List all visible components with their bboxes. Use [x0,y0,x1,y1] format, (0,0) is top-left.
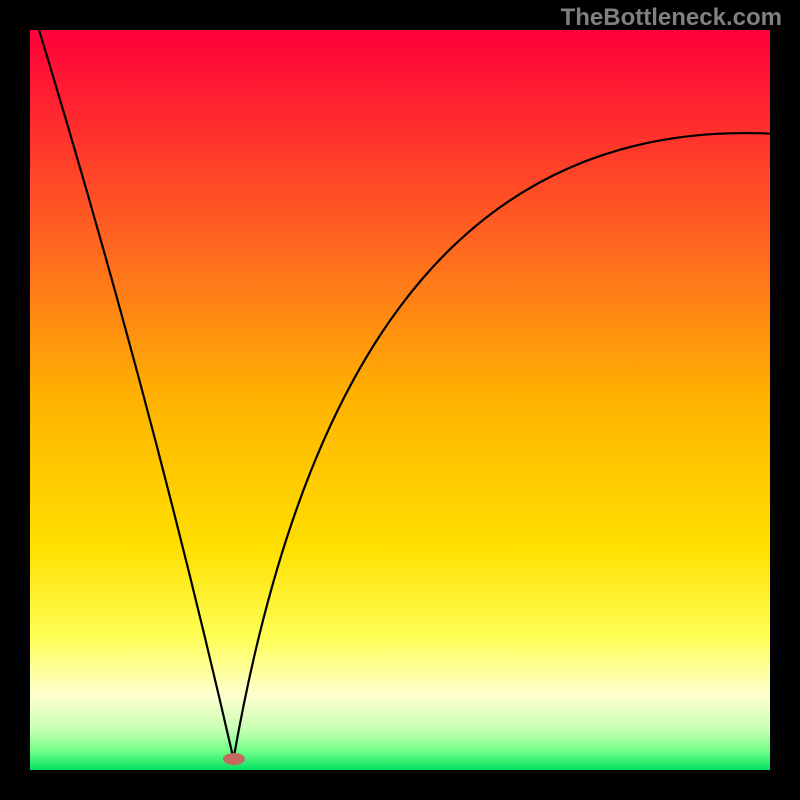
bottleneck-curve [30,30,770,770]
watermark-text: TheBottleneck.com [561,4,782,32]
curve-path [30,0,770,759]
plot-area [30,30,770,770]
chart-container: TheBottleneck.com [0,0,800,800]
minimum-marker [223,753,245,765]
